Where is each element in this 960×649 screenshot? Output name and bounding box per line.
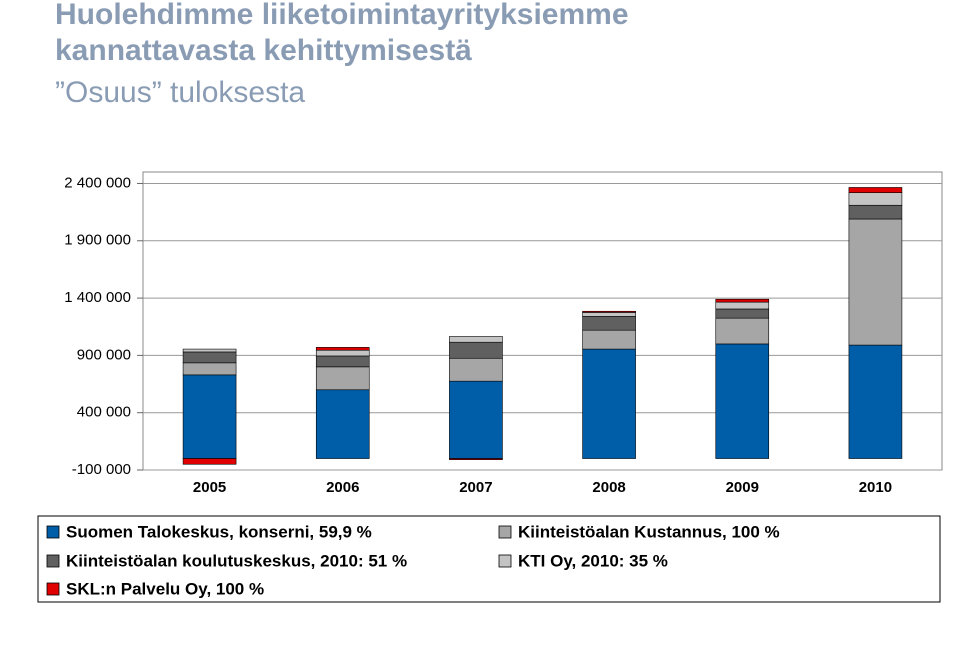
bar-segment bbox=[848, 218, 903, 346]
legend-swatch bbox=[498, 554, 512, 568]
bar-segment bbox=[449, 357, 503, 382]
bar-segment bbox=[182, 458, 237, 465]
bar-segment bbox=[848, 192, 903, 206]
bar-segment bbox=[582, 312, 636, 317]
bar-segment bbox=[715, 317, 770, 345]
bar-segment bbox=[315, 389, 370, 459]
bar-segment bbox=[449, 341, 503, 359]
legend-label: KTI Oy, 2010: 35 % bbox=[518, 551, 668, 570]
x-tick-label: 2006 bbox=[326, 479, 359, 496]
legend-label: SKL:n Palvelu Oy, 100 % bbox=[66, 579, 264, 598]
legend-swatch bbox=[46, 554, 60, 568]
legend-swatch bbox=[46, 582, 60, 596]
y-tick-label: 400 000 bbox=[77, 404, 131, 421]
y-tick-label: 2 400 000 bbox=[64, 174, 131, 191]
plot-frame bbox=[142, 171, 943, 471]
bar-segment bbox=[182, 362, 237, 376]
y-tick-label: 1 900 000 bbox=[64, 232, 131, 249]
chart-title: Huolehdimme liiketoimintayrityksiemme bbox=[55, 0, 629, 31]
x-tick-label: 2007 bbox=[459, 479, 492, 496]
bar-segment bbox=[848, 187, 903, 193]
x-tick-label: 2005 bbox=[193, 479, 226, 496]
legend-label: Kiinteistöalan Kustannus, 100 % bbox=[518, 522, 780, 541]
legend-label: Kiinteistöalan koulutuskeskus, 2010: 51 … bbox=[66, 551, 407, 570]
bar-segment bbox=[449, 458, 503, 460]
bar-segment bbox=[582, 348, 636, 459]
legend-frame bbox=[37, 515, 941, 603]
bar-segment bbox=[315, 366, 370, 391]
x-tick-label: 2008 bbox=[592, 479, 625, 496]
chart-title: kannattavasta kehittymisestä bbox=[55, 34, 472, 67]
bar-segment bbox=[182, 348, 237, 353]
x-tick-label: 2010 bbox=[859, 479, 892, 496]
bar-segment bbox=[182, 351, 237, 364]
y-tick-label: 1 400 000 bbox=[64, 289, 131, 306]
bar-segment bbox=[582, 310, 636, 313]
legend-swatch bbox=[46, 525, 60, 539]
bar-segment bbox=[182, 374, 237, 459]
y-tick-label: -100 000 bbox=[72, 461, 131, 478]
bar-segment bbox=[582, 316, 636, 331]
bar-segment bbox=[582, 329, 636, 350]
bar-segment bbox=[848, 204, 903, 220]
bar-segment bbox=[449, 380, 503, 459]
x-tick-label: 2009 bbox=[726, 479, 759, 496]
bar-segment bbox=[715, 301, 770, 310]
bar-segment bbox=[315, 347, 370, 351]
bar-segment bbox=[315, 349, 370, 357]
bar-segment bbox=[715, 298, 770, 303]
chart-subtitle: ”Osuus” tuloksesta bbox=[55, 76, 305, 109]
legend-swatch bbox=[498, 525, 512, 539]
legend-label: Suomen Talokeskus, konserni, 59,9 % bbox=[66, 522, 372, 541]
bar-segment bbox=[715, 343, 770, 459]
y-tick-label: 900 000 bbox=[77, 346, 131, 363]
bar-segment bbox=[848, 344, 903, 459]
bar-segment bbox=[449, 336, 503, 343]
bar-segment bbox=[715, 308, 770, 319]
bar-segment bbox=[315, 355, 370, 368]
